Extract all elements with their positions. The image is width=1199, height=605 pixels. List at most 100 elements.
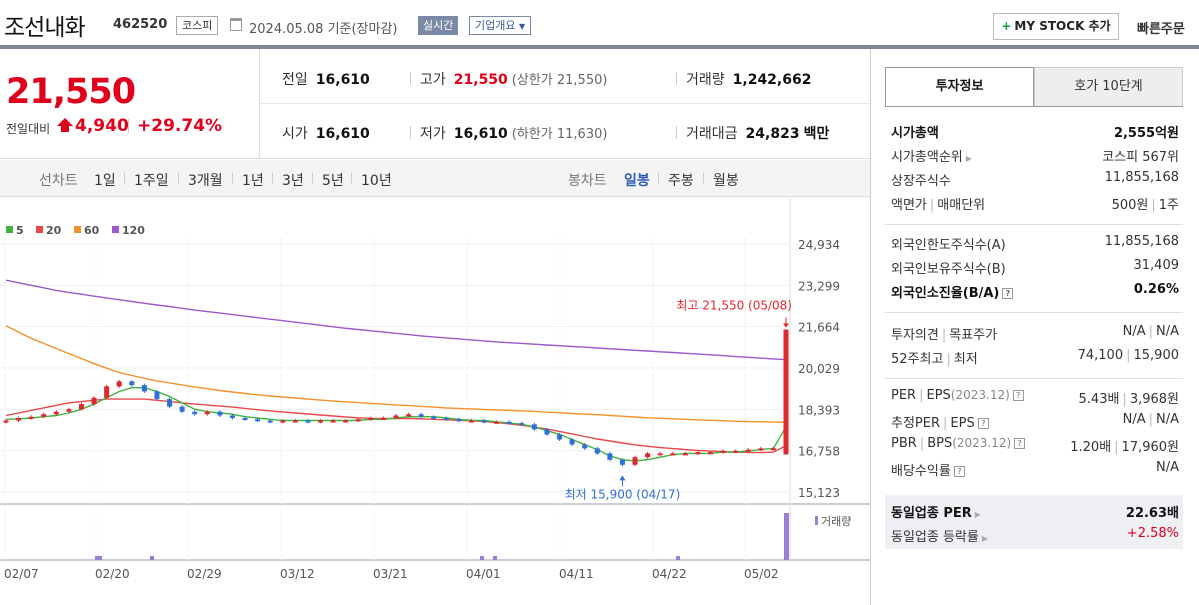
candle-body	[116, 381, 122, 387]
separator: |	[919, 388, 924, 403]
candle-daily[interactable]: 일봉	[624, 173, 650, 189]
low-label: 저가	[420, 126, 446, 142]
price-chart[interactable]: 24,934 23,299 21,664 20,029 18,393 16,758 15,1…	[0, 198, 870, 605]
row-dividend: 배당수익률? N/A	[891, 460, 1179, 480]
row-sector-change: 동일업종 등락률 ▶ +2.58%	[891, 526, 1179, 546]
section-divider	[885, 224, 1183, 225]
bps-label: BPS	[927, 436, 953, 451]
low-annotation: 최저 15,900 (04/17)	[565, 487, 681, 501]
row-listed-shares: 상장주식수 11,855,168	[891, 170, 1179, 190]
candle-weekly[interactable]: 주봉	[668, 173, 694, 189]
volume-bar	[493, 556, 497, 560]
realtime-button[interactable]: 실시간	[418, 16, 459, 35]
candle-body	[318, 420, 324, 423]
high-label: 고가	[420, 72, 446, 88]
high-value: 21,550	[453, 72, 508, 88]
separator: |	[1122, 392, 1127, 407]
x-tick-label: 03/12	[280, 567, 315, 581]
candle-monthly[interactable]: 월봉	[713, 173, 739, 189]
volume-bar	[98, 556, 102, 560]
volume-value: 1,242,662	[732, 72, 812, 88]
candle-body	[456, 419, 462, 422]
row-foreign-ratio: 외국인소진율(B/A)? 0.26%	[891, 282, 1179, 302]
legend-label: 5	[16, 224, 24, 237]
w52-high-label: 52주최고	[891, 352, 944, 367]
period-1y[interactable]: 1년	[242, 173, 264, 189]
candle-body	[632, 457, 638, 465]
tab-invest-info[interactable]: 투자정보	[885, 67, 1034, 107]
quick-order-link[interactable]: 빠른주문	[1137, 22, 1185, 37]
help-icon[interactable]: ?	[977, 418, 989, 429]
period-1w[interactable]: 1주일	[134, 173, 169, 189]
period-3y[interactable]: 3년	[282, 173, 304, 189]
candle-body	[770, 448, 776, 451]
add-my-stock-label: MY STOCK 추가	[1014, 19, 1111, 33]
y-tick-label: 16,758	[798, 445, 840, 459]
candle-body	[733, 450, 739, 453]
period-1d[interactable]: 1일	[94, 173, 116, 189]
row-sector-per: 동일업종 PER ▶ 22.63배	[891, 502, 1179, 522]
legend-label: 120	[122, 224, 145, 237]
y-tick-label: 15,123	[798, 486, 840, 500]
tab-orderbook[interactable]: 호가 10단계	[1034, 67, 1183, 107]
candle-body	[708, 452, 714, 455]
eps-value: 3,968원	[1129, 392, 1179, 407]
y-tick-label: 20,029	[798, 362, 840, 376]
x-tick-label: 02/20	[95, 567, 130, 581]
volume-bar	[676, 556, 680, 560]
candle-body	[355, 419, 361, 422]
row-per: PER | EPS(2023.12)? 5.43배 | 3,968원	[891, 388, 1179, 408]
company-overview-dropdown[interactable]: 기업개요 ▼	[469, 16, 532, 35]
separator	[124, 173, 125, 184]
market-cap-rank-label: 시가총액순위	[891, 150, 963, 165]
open-label: 시가	[282, 126, 308, 142]
est-eps-label: EPS	[950, 416, 975, 431]
stock-name: 조선내화	[4, 15, 86, 41]
period-3m[interactable]: 3개월	[188, 173, 223, 189]
volume: 거래량 1,242,662	[686, 69, 811, 89]
y-tick-label: 18,393	[798, 403, 840, 417]
candle-body	[494, 421, 500, 424]
help-icon[interactable]: ?	[953, 466, 965, 477]
par-label: 액면가	[891, 198, 927, 213]
high-price: 고가 21,550 (상한가 21,550)	[420, 69, 607, 89]
candle-body	[645, 453, 651, 458]
candle-body	[443, 418, 449, 421]
y-tick-label: 24,934	[798, 238, 840, 252]
separator: |	[1148, 324, 1153, 339]
caret-right-icon: ▶	[981, 534, 989, 543]
candle-body	[695, 452, 701, 455]
candle-body	[531, 424, 537, 430]
candle-body	[607, 453, 613, 460]
pbr-value: 1.20배	[1070, 440, 1112, 455]
candle-body	[141, 385, 147, 392]
candle-body	[53, 411, 59, 415]
dividend-value: N/A	[1156, 460, 1179, 475]
period-5y[interactable]: 5년	[322, 173, 344, 189]
foreign-ratio-value: 0.26%	[1133, 282, 1179, 297]
add-my-stock-button[interactable]: + MY STOCK 추가	[993, 13, 1119, 40]
calendar-icon	[230, 18, 242, 31]
separator: |	[1151, 198, 1156, 213]
help-icon[interactable]: ?	[1002, 288, 1014, 299]
period-10y[interactable]: 10년	[361, 173, 392, 189]
amount-unit: 백만	[803, 126, 830, 142]
est-per-value: N/A	[1122, 412, 1146, 427]
x-tick-label: 03/21	[373, 567, 408, 581]
candle-body	[582, 444, 588, 449]
help-icon[interactable]: ?	[1012, 390, 1024, 401]
legend-swatch	[112, 226, 119, 233]
ma60-line	[5, 325, 787, 423]
help-icon[interactable]: ?	[1014, 438, 1026, 449]
separator: |	[1126, 348, 1131, 363]
foreign-limit-value: 11,855,168	[1104, 234, 1179, 249]
candle-chart-label: 봉차트	[568, 173, 607, 189]
separator	[232, 173, 233, 184]
separator: |	[941, 328, 947, 343]
candle-body	[657, 453, 663, 456]
opinion-label: 투자의견	[891, 328, 939, 343]
base-date: 2024.05.08 기준(장마감)	[249, 22, 398, 37]
volume-bar	[784, 513, 789, 560]
up-limit-arrow-icon	[57, 118, 73, 132]
section-divider	[885, 312, 1183, 313]
